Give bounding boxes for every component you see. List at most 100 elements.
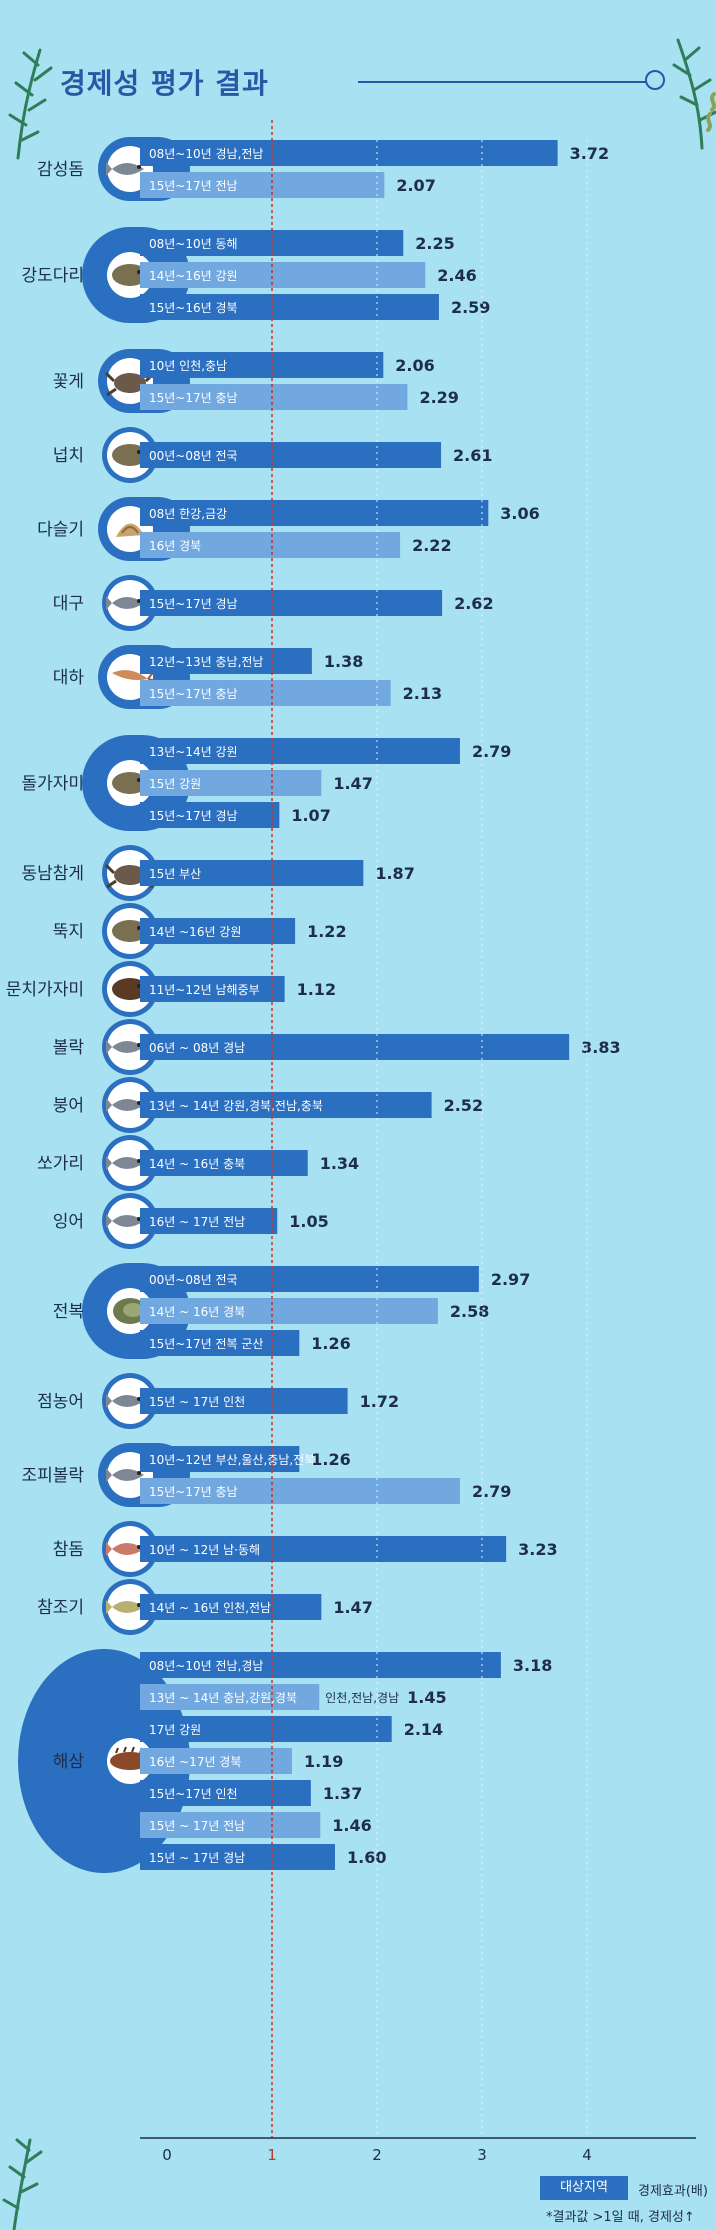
bar-region-label: 15년~17년 충남 — [149, 687, 238, 701]
bar-region-label: 15년~17년 전복 군산 — [149, 1337, 263, 1351]
bar — [140, 442, 442, 468]
species-label: 꽃게 — [53, 372, 84, 392]
species-label: 대하 — [53, 668, 85, 688]
bar-region-label: 15년 ~ 17년 전남 — [149, 1819, 245, 1833]
bar-value-label: 2.25 — [415, 234, 454, 253]
species-label: 참조기 — [37, 1598, 84, 1618]
bar-region-label: 13년~14년 강원 — [149, 745, 238, 759]
bar-region-label: 10년~12년 부산,울산,충남,전북 — [149, 1453, 315, 1467]
bar-value-label: 2.62 — [454, 594, 493, 613]
bar — [140, 352, 384, 378]
bar-region-label: 14년 ~16년 강원 — [149, 925, 241, 939]
bar — [140, 976, 285, 1002]
bar — [140, 1652, 501, 1678]
bar-value-label: 1.22 — [307, 922, 346, 941]
bar-region-label: 13년 ~ 14년 강원,경북,전남,충북 — [149, 1099, 323, 1113]
bar-region-label: 10년 ~ 12년 남·동해 — [149, 1543, 260, 1557]
bar — [140, 294, 439, 320]
bar-value-label: 3.23 — [518, 1540, 557, 1559]
bar — [140, 532, 401, 558]
species-label: 전복 — [53, 1302, 84, 1322]
bar-value-label: 3.72 — [570, 144, 609, 163]
species-label: 볼락 — [53, 1038, 85, 1058]
species-label: 참돔 — [53, 1540, 84, 1560]
yellow-croaker-icon — [106, 1600, 144, 1614]
bar — [140, 648, 312, 674]
bar-region-label: 08년~10년 경남,전남 — [149, 147, 263, 161]
bar — [140, 1594, 322, 1620]
bar — [140, 1150, 308, 1176]
bar-value-label: 3.06 — [500, 504, 539, 523]
legend-note: *결과값 >1일 때, 경제성↑ — [546, 2210, 695, 2225]
bar-value-label: 1.19 — [304, 1752, 343, 1771]
bar-value-label: 1.87 — [375, 864, 414, 883]
species-label: 쏘가리 — [37, 1154, 84, 1174]
species-label: 다슬기 — [37, 520, 84, 540]
bar-value-label: 2.79 — [472, 1482, 511, 1501]
korean-rockfish-icon — [106, 1468, 144, 1482]
bar-region-label: 17년 강원 — [149, 1723, 201, 1737]
bar — [140, 1298, 438, 1324]
bar-value-label: 2.07 — [396, 176, 435, 195]
species-label: 돌가자미 — [21, 774, 84, 794]
bar-region-label: 12년~13년 충남,전남 — [149, 655, 263, 669]
species-label: 조피볼락 — [21, 1466, 84, 1486]
bar — [140, 1092, 432, 1118]
marsh-snail-icon — [116, 523, 144, 537]
bar-region-label: 15년 부산 — [149, 867, 201, 881]
bar — [140, 590, 443, 616]
bar-value-label: 1.07 — [291, 806, 330, 825]
bar-value-label: 1.46 — [332, 1816, 371, 1835]
bar-value-label: 1.47 — [333, 1598, 372, 1617]
bar — [140, 1388, 348, 1414]
bar-region-label: 15년~17년 충남 — [149, 1485, 238, 1499]
bar — [140, 500, 489, 526]
species-label: 동남참게 — [21, 864, 84, 884]
seaweed-top-right-icon — [672, 38, 716, 150]
legend-economic-effect: 경제효과(배) — [638, 2184, 708, 2199]
seaweed-top-left-icon — [8, 48, 53, 160]
bar-value-label: 2.79 — [472, 742, 511, 761]
x-tick-label: 0 — [162, 2146, 172, 2164]
bar-region-label: 00년~08년 전국 — [149, 449, 238, 463]
bar-value-label: 2.61 — [453, 446, 492, 465]
x-tick-label: 2 — [372, 2146, 382, 2164]
bar-value-label: 2.22 — [412, 536, 451, 555]
bar-region-label: 13년 ~ 14년 충남,강원,경북 — [149, 1691, 297, 1705]
bar — [140, 770, 322, 796]
bar-value-label: 1.26 — [311, 1450, 350, 1469]
species-label: 감성돔 — [37, 160, 84, 180]
bar — [140, 1716, 392, 1742]
species-label: 해삼 — [53, 1752, 85, 1772]
bar — [140, 262, 426, 288]
bar-region-label: 15년~17년 경남 — [149, 809, 238, 823]
abalone-icon — [113, 1298, 147, 1324]
bar-region-label: 00년~08년 전국 — [149, 1273, 238, 1287]
bar-extra-region-label: 인천,전남,경남 — [325, 1690, 399, 1705]
bar — [140, 172, 385, 198]
species-label: 붕어 — [53, 1096, 84, 1116]
species-label: 점농어 — [37, 1392, 84, 1412]
bar-region-label: 08년~10년 전남,경남 — [149, 1659, 263, 1673]
bar-region-label: 14년 ~ 16년 인천,전남 — [149, 1600, 271, 1615]
bar-value-label: 2.59 — [451, 298, 490, 317]
bar-value-label: 3.18 — [513, 1656, 552, 1675]
bar-region-label: 06년 ~ 08년 경남 — [149, 1041, 245, 1055]
bar — [140, 738, 460, 764]
bar-value-label: 1.12 — [297, 980, 336, 999]
bar-region-label: 15년~17년 충남 — [149, 391, 238, 405]
bar-value-label: 3.83 — [581, 1038, 620, 1057]
bar — [140, 802, 280, 828]
bar-region-label: 14년 ~ 16년 충북 — [149, 1157, 245, 1171]
bar — [140, 384, 408, 410]
species-label: 대구 — [53, 594, 84, 614]
bar-region-label: 16년 ~17년 경북 — [149, 1755, 241, 1769]
bar-region-label: 15년 강원 — [149, 777, 201, 791]
bar — [140, 1684, 320, 1710]
bar-region-label: 15년~17년 전남 — [149, 179, 238, 193]
carp-icon — [106, 1214, 144, 1228]
bar — [140, 1034, 570, 1060]
x-tick-label: 1 — [267, 2146, 277, 2164]
bar-value-label: 2.14 — [404, 1720, 443, 1739]
